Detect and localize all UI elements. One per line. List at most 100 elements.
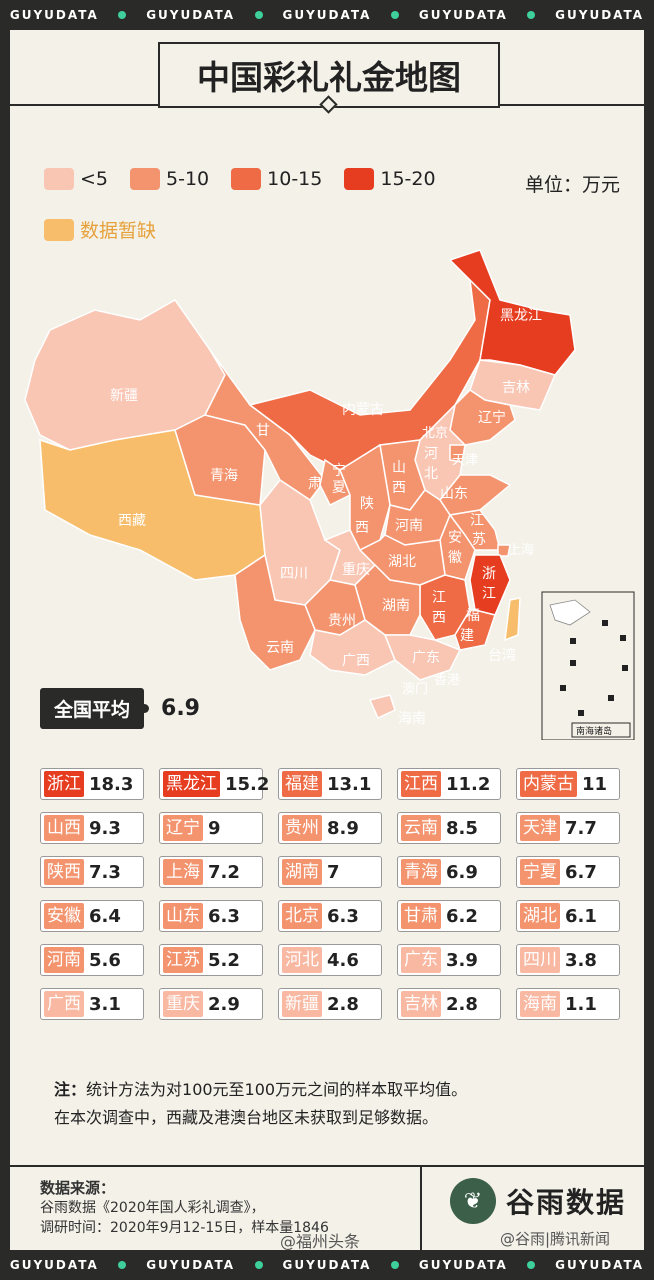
map-label: 浙 xyxy=(482,566,496,582)
province-value: 6.4 xyxy=(89,905,121,927)
unit-label: 单位：万元 xyxy=(524,174,620,196)
province-value: 13.1 xyxy=(327,773,372,795)
province-name: 北京 xyxy=(282,903,322,929)
china-map: 新疆 西藏 青海 甘 肃 内蒙古 黑龙江 吉林 辽宁 北京 天津 河 北 山 西… xyxy=(24,249,635,740)
map-label: 湖南 xyxy=(382,598,410,614)
source-line: 调研时间：2020年9月12-15日，样本量1846 xyxy=(40,1220,329,1236)
legend-swatch xyxy=(44,168,74,190)
province-value: 7.2 xyxy=(208,861,240,883)
dot-icon xyxy=(254,1261,263,1269)
map-label: 山东 xyxy=(440,486,468,502)
inset-land xyxy=(549,599,591,626)
map-label: 甘 xyxy=(256,423,270,439)
ranking-cell: 新疆 2.8 xyxy=(278,988,382,1020)
province-name: 天津 xyxy=(520,815,560,841)
province-value: 4.6 xyxy=(327,949,359,971)
legend-item: 10-15 xyxy=(231,168,322,190)
province-name: 陕西 xyxy=(44,859,84,885)
ranking-cell: 广东 3.9 xyxy=(397,944,501,976)
province-name: 甘肃 xyxy=(401,903,441,929)
nanhai-label-box xyxy=(571,722,631,738)
source-line: 谷雨数据《2020年国人彩礼调查》， xyxy=(40,1200,265,1216)
region-shanghai xyxy=(497,544,511,557)
legend-swatch xyxy=(44,218,74,241)
map-label: 北京 xyxy=(422,426,448,441)
map-label: 河南 xyxy=(395,518,423,534)
note-line: 在本次调查中，西藏及港澳台地区未获取到足够数据。 xyxy=(54,1108,439,1127)
province-name: 山东 xyxy=(163,903,203,929)
province-value: 3.1 xyxy=(89,993,121,1015)
map-label: 重庆 xyxy=(342,562,370,578)
map-label: 苏 xyxy=(472,532,486,548)
map-label: 内蒙古 xyxy=(342,402,384,418)
dot-icon xyxy=(527,1261,536,1269)
ranking-cell: 山西 9.3 xyxy=(40,812,144,844)
province-value: 7.7 xyxy=(565,817,597,839)
province-value: 6.7 xyxy=(565,861,597,883)
dot-icon xyxy=(118,1261,127,1269)
province-name: 河南 xyxy=(44,947,84,973)
ranking-cell: 重庆 2.9 xyxy=(159,988,263,1020)
map-label: 西藏 xyxy=(118,513,146,529)
ranking-cell: 青海 6.9 xyxy=(397,856,501,888)
map-label: 广西 xyxy=(342,653,370,669)
watermark: @谷雨|腾讯新闻 xyxy=(500,1230,611,1248)
ranking-cell: 云南 8.5 xyxy=(397,812,501,844)
ranking-cell: 浙江 18.3 xyxy=(40,768,144,800)
ranking-cell: 四川 3.8 xyxy=(516,944,620,976)
province-value: 1.1 xyxy=(565,993,597,1015)
dot-icon xyxy=(527,11,536,19)
ranking-cell: 天津 7.7 xyxy=(516,812,620,844)
region-guangdong xyxy=(383,634,462,681)
province-name: 重庆 xyxy=(163,991,203,1017)
map-label: 南海诸岛 xyxy=(576,725,612,737)
province-value: 3.8 xyxy=(565,949,597,971)
province-name: 内蒙古 xyxy=(520,771,577,797)
map-label: 西 xyxy=(392,480,406,496)
map-label: 河 xyxy=(424,446,438,462)
brand-word: GUYUDATA xyxy=(418,8,508,22)
province-name: 黑龙江 xyxy=(163,771,220,797)
ranking-cell: 湖北 6.1 xyxy=(516,900,620,932)
map-label: 江 xyxy=(432,590,446,606)
province-name: 海南 xyxy=(520,991,560,1017)
ranking-cell: 江苏 5.2 xyxy=(159,944,263,976)
bird-icon: ❦ xyxy=(450,1178,496,1224)
province-name: 江苏 xyxy=(163,947,203,973)
region-ningxia xyxy=(319,458,351,507)
map-label: 建 xyxy=(460,628,474,644)
ranking-grid: 浙江 18.3 黑龙江 15.2 福建 13.1 江西 11.2 内蒙古 11 山西 9.3 辽宁 9 贵州… xyxy=(40,768,630,1020)
map-label: 贵州 xyxy=(328,613,356,629)
region-taiwan xyxy=(504,597,521,642)
province-value: 18.3 xyxy=(89,773,134,795)
brand-word: GUYUDATA xyxy=(418,1258,508,1272)
province-value: 6.9 xyxy=(446,861,478,883)
province-name: 湖南 xyxy=(282,859,322,885)
province-value: 11 xyxy=(582,773,608,795)
logo-text: 谷雨数据 xyxy=(506,1186,627,1219)
ranking-cell: 甘肃 6.2 xyxy=(397,900,501,932)
source-heading: 数据来源： xyxy=(40,1179,116,1197)
map-label: 澳门 xyxy=(402,681,428,697)
map-label: 宁 xyxy=(332,462,346,479)
province-name: 贵州 xyxy=(282,815,322,841)
ranking-cell: 宁夏 6.7 xyxy=(516,856,620,888)
inset-dash xyxy=(560,685,566,691)
province-name: 云南 xyxy=(401,815,441,841)
dot-icon xyxy=(140,704,150,713)
ranking-cell: 河南 5.6 xyxy=(40,944,144,976)
province-value: 6.1 xyxy=(565,905,597,927)
province-name: 江西 xyxy=(401,771,441,797)
legend-label: 数据暂缺 xyxy=(80,220,157,242)
bottom-brand-strip: GUYUDATA GUYUDATA GUYUDATA GUYUDATA GUYU… xyxy=(0,1250,654,1280)
province-name: 四川 xyxy=(520,947,560,973)
ranking-cell: 上海 7.2 xyxy=(159,856,263,888)
brand-word: GUYUDATA xyxy=(9,1258,99,1272)
legend-item: 15-20 xyxy=(344,168,436,190)
province-value: 8.5 xyxy=(446,817,478,839)
legend: <5 5-10 10-15 15-20 xyxy=(44,168,458,190)
province-value: 9.3 xyxy=(89,817,121,839)
region-zhejiang xyxy=(469,554,511,616)
province-value: 2.9 xyxy=(208,993,240,1015)
province-value: 15.2 xyxy=(225,773,270,795)
